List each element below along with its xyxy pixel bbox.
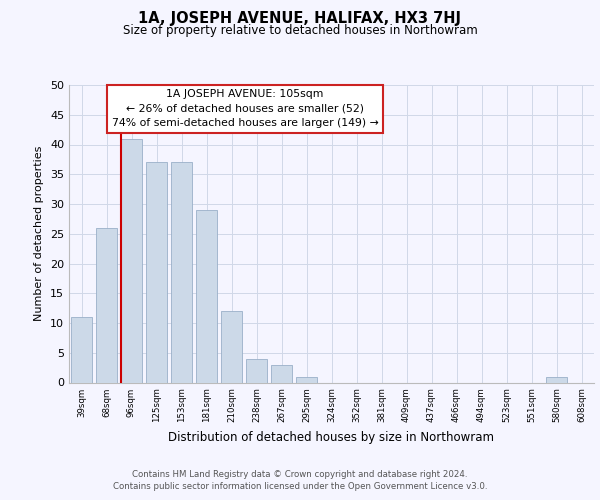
Text: 1A, JOSEPH AVENUE, HALIFAX, HX3 7HJ: 1A, JOSEPH AVENUE, HALIFAX, HX3 7HJ (139, 11, 461, 26)
Text: 1A JOSEPH AVENUE: 105sqm
← 26% of detached houses are smaller (52)
74% of semi-d: 1A JOSEPH AVENUE: 105sqm ← 26% of detach… (112, 90, 378, 128)
Bar (71, 317, 92, 382)
Bar (96, 228, 117, 382)
Bar (296, 376, 317, 382)
Text: Size of property relative to detached houses in Northowram: Size of property relative to detached ho… (122, 24, 478, 37)
Bar (146, 162, 167, 382)
Text: Contains HM Land Registry data © Crown copyright and database right 2024.: Contains HM Land Registry data © Crown c… (132, 470, 468, 479)
X-axis label: Distribution of detached houses by size in Northowram: Distribution of detached houses by size … (169, 430, 494, 444)
Text: Contains public sector information licensed under the Open Government Licence v3: Contains public sector information licen… (113, 482, 487, 491)
Bar (546, 376, 567, 382)
Bar (221, 311, 242, 382)
Bar (196, 210, 217, 382)
Bar (271, 364, 292, 382)
Bar (246, 358, 267, 382)
Bar (171, 162, 192, 382)
Bar (121, 138, 142, 382)
Y-axis label: Number of detached properties: Number of detached properties (34, 146, 44, 322)
